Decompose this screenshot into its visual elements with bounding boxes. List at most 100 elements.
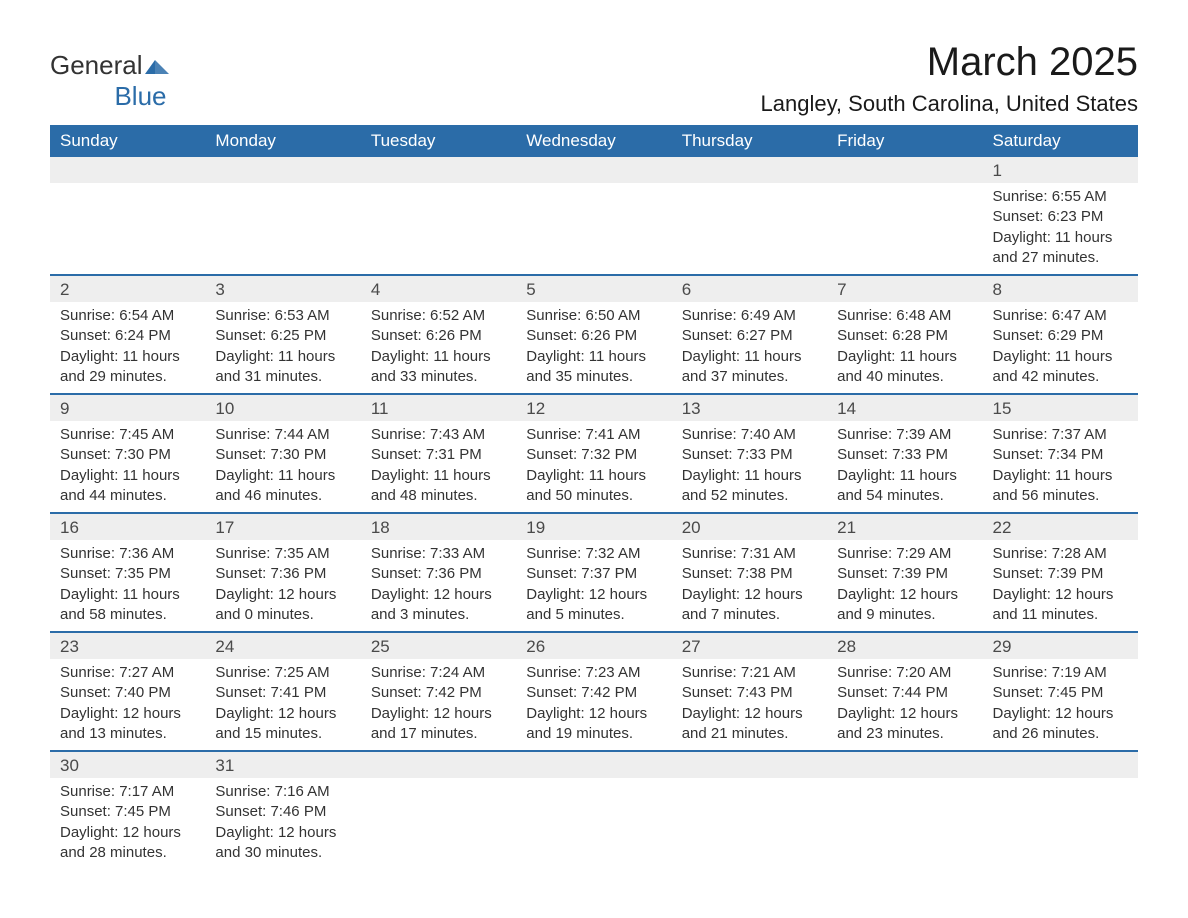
day-number-cell: 5 [516,275,671,302]
day-sunrise: Sunrise: 7:23 AM [526,663,661,683]
day-number-cell: 18 [361,513,516,540]
day-detail-cell: Sunrise: 7:37 AMSunset: 7:34 PMDaylight:… [983,421,1138,513]
empty-detail-cell [361,183,516,275]
day-daylight1: Daylight: 11 hours [682,347,817,367]
day-daylight1: Daylight: 11 hours [993,466,1128,486]
day-number-cell: 7 [827,275,982,302]
day-detail-cell: Sunrise: 7:17 AMSunset: 7:45 PMDaylight:… [50,778,205,869]
empty-day-cell [672,751,827,778]
day-number: 23 [60,637,79,656]
day-daylight1: Daylight: 12 hours [993,704,1128,724]
empty-detail-cell [672,183,827,275]
day-detail-cell: Sunrise: 6:55 AMSunset: 6:23 PMDaylight:… [983,183,1138,275]
day-number: 3 [215,280,224,299]
logo: General Blue [50,50,169,112]
day-number: 19 [526,518,545,537]
day-sunrise: Sunrise: 7:16 AM [215,782,350,802]
week-detail-row: Sunrise: 6:55 AMSunset: 6:23 PMDaylight:… [50,183,1138,275]
day-sunrise: Sunrise: 7:28 AM [993,544,1128,564]
calendar-table: Sunday Monday Tuesday Wednesday Thursday… [50,125,1138,869]
day-number-cell: 3 [205,275,360,302]
day-detail-cell: Sunrise: 7:39 AMSunset: 7:33 PMDaylight:… [827,421,982,513]
day-sunrise: Sunrise: 7:27 AM [60,663,195,683]
page-header: General Blue March 2025 Langley, South C… [50,40,1138,117]
day-daylight2: and 19 minutes. [526,724,661,744]
day-daylight2: and 48 minutes. [371,486,506,506]
day-number: 17 [215,518,234,537]
day-header: Wednesday [516,125,671,157]
calendar-body: 1 Sunrise: 6:55 AMSunset: 6:23 PMDaylight… [50,157,1138,869]
empty-detail-cell [516,778,671,869]
day-daylight2: and 27 minutes. [993,248,1128,268]
day-daylight2: and 40 minutes. [837,367,972,387]
empty-day-cell [516,157,671,183]
day-header: Thursday [672,125,827,157]
day-daylight2: and 44 minutes. [60,486,195,506]
day-daylight2: and 9 minutes. [837,605,972,625]
empty-detail-cell [827,183,982,275]
day-number-cell: 10 [205,394,360,421]
day-number: 1 [993,161,1002,180]
day-detail-cell: Sunrise: 7:35 AMSunset: 7:36 PMDaylight:… [205,540,360,632]
day-daylight2: and 54 minutes. [837,486,972,506]
empty-detail-cell [983,778,1138,869]
day-sunrise: Sunrise: 7:20 AM [837,663,972,683]
day-sunrise: Sunrise: 7:44 AM [215,425,350,445]
day-sunset: Sunset: 7:40 PM [60,683,195,703]
day-sunrise: Sunrise: 7:45 AM [60,425,195,445]
day-daylight2: and 28 minutes. [60,843,195,863]
day-sunset: Sunset: 7:42 PM [371,683,506,703]
empty-day-cell [516,751,671,778]
day-detail-cell: Sunrise: 7:16 AMSunset: 7:46 PMDaylight:… [205,778,360,869]
day-number-cell: 23 [50,632,205,659]
day-sunrise: Sunrise: 7:39 AM [837,425,972,445]
day-daylight2: and 11 minutes. [993,605,1128,625]
day-sunset: Sunset: 7:45 PM [60,802,195,822]
day-number-cell: 30 [50,751,205,778]
day-header: Saturday [983,125,1138,157]
day-daylight2: and 35 minutes. [526,367,661,387]
day-sunrise: Sunrise: 7:32 AM [526,544,661,564]
empty-day-cell [827,157,982,183]
day-detail-cell: Sunrise: 6:48 AMSunset: 6:28 PMDaylight:… [827,302,982,394]
day-sunset: Sunset: 7:33 PM [682,445,817,465]
week-detail-row: Sunrise: 6:54 AMSunset: 6:24 PMDaylight:… [50,302,1138,394]
logo-text-blue: Blue [114,81,166,112]
day-sunset: Sunset: 7:43 PM [682,683,817,703]
day-daylight1: Daylight: 11 hours [682,466,817,486]
empty-day-cell [827,751,982,778]
day-number-cell: 12 [516,394,671,421]
day-sunrise: Sunrise: 7:19 AM [993,663,1128,683]
day-number-cell: 24 [205,632,360,659]
day-sunrise: Sunrise: 7:35 AM [215,544,350,564]
day-number-cell: 8 [983,275,1138,302]
day-detail-cell: Sunrise: 7:41 AMSunset: 7:32 PMDaylight:… [516,421,671,513]
day-daylight2: and 56 minutes. [993,486,1128,506]
day-header: Monday [205,125,360,157]
day-sunset: Sunset: 6:26 PM [371,326,506,346]
day-number: 20 [682,518,701,537]
day-daylight2: and 7 minutes. [682,605,817,625]
day-number-cell: 31 [205,751,360,778]
day-daylight2: and 21 minutes. [682,724,817,744]
day-daylight2: and 37 minutes. [682,367,817,387]
day-detail-cell: Sunrise: 7:24 AMSunset: 7:42 PMDaylight:… [361,659,516,751]
day-daylight1: Daylight: 11 hours [215,466,350,486]
empty-detail-cell [516,183,671,275]
day-daylight1: Daylight: 11 hours [60,585,195,605]
day-daylight1: Daylight: 12 hours [993,585,1128,605]
day-number: 18 [371,518,390,537]
day-sunset: Sunset: 7:36 PM [371,564,506,584]
week-day-row: 9101112131415 [50,394,1138,421]
day-number-cell: 29 [983,632,1138,659]
day-sunset: Sunset: 7:42 PM [526,683,661,703]
empty-detail-cell [672,778,827,869]
day-header: Friday [827,125,982,157]
day-sunset: Sunset: 7:41 PM [215,683,350,703]
day-number: 21 [837,518,856,537]
day-sunset: Sunset: 7:44 PM [837,683,972,703]
day-sunrise: Sunrise: 6:52 AM [371,306,506,326]
day-number: 14 [837,399,856,418]
day-daylight2: and 52 minutes. [682,486,817,506]
day-detail-cell: Sunrise: 7:33 AMSunset: 7:36 PMDaylight:… [361,540,516,632]
